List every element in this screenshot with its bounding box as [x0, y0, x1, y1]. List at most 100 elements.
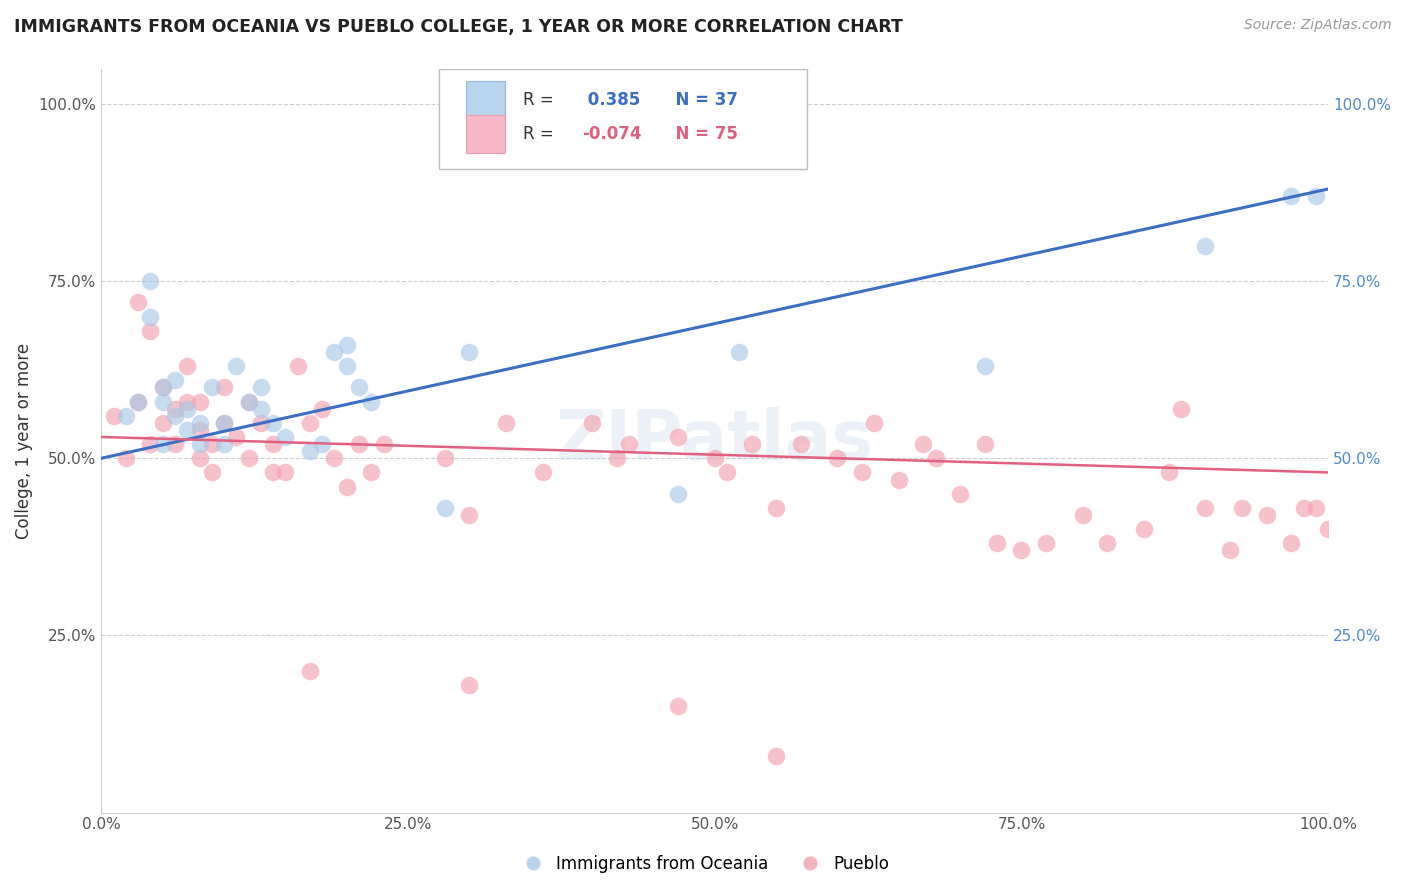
Point: [1010, 543, 1032, 558]
Point: [347, 437, 370, 451]
Point: [274, 430, 297, 444]
Point: [458, 678, 481, 692]
Point: [912, 437, 935, 451]
Point: [163, 409, 186, 423]
Point: [986, 536, 1008, 550]
Legend: Immigrants from Oceania, Pueblo: Immigrants from Oceania, Pueblo: [510, 848, 896, 880]
Point: [238, 451, 260, 466]
Text: R =: R =: [523, 91, 560, 109]
FancyBboxPatch shape: [465, 115, 505, 153]
Point: [176, 359, 198, 373]
Point: [973, 359, 995, 373]
Point: [201, 437, 224, 451]
Point: [1279, 189, 1302, 203]
Text: ZIPatlas: ZIPatlas: [555, 407, 873, 474]
Point: [458, 345, 481, 359]
Text: N = 37: N = 37: [665, 91, 738, 109]
Point: [127, 394, 149, 409]
Point: [1317, 522, 1340, 536]
Point: [765, 748, 787, 763]
Point: [115, 409, 138, 423]
Text: N = 75: N = 75: [665, 125, 738, 143]
Point: [863, 416, 886, 430]
Point: [433, 500, 456, 515]
Point: [103, 409, 125, 423]
Point: [163, 437, 186, 451]
Point: [1194, 238, 1216, 252]
Point: [188, 423, 211, 437]
Point: [188, 437, 211, 451]
Point: [201, 380, 224, 394]
Point: [201, 466, 224, 480]
Point: [262, 416, 284, 430]
Point: [127, 394, 149, 409]
Point: [323, 345, 346, 359]
Point: [360, 394, 382, 409]
Point: [765, 500, 787, 515]
Point: [827, 451, 849, 466]
Point: [212, 416, 235, 430]
Point: [298, 664, 321, 678]
Point: [581, 416, 603, 430]
Point: [238, 394, 260, 409]
Point: [152, 380, 174, 394]
Point: [262, 437, 284, 451]
FancyBboxPatch shape: [465, 81, 505, 119]
Point: [531, 466, 554, 480]
Point: [287, 359, 309, 373]
Point: [176, 394, 198, 409]
Point: [323, 451, 346, 466]
Point: [336, 359, 359, 373]
Point: [716, 466, 738, 480]
Point: [433, 451, 456, 466]
Point: [311, 437, 333, 451]
Point: [336, 338, 359, 352]
Point: [1157, 466, 1180, 480]
Point: [139, 324, 162, 338]
Point: [373, 437, 395, 451]
Point: [152, 380, 174, 394]
Point: [250, 380, 273, 394]
Point: [887, 473, 910, 487]
Point: [152, 394, 174, 409]
Text: 0.385: 0.385: [582, 91, 641, 109]
Point: [188, 451, 211, 466]
Point: [1035, 536, 1057, 550]
Point: [188, 394, 211, 409]
Point: [458, 508, 481, 522]
Point: [360, 466, 382, 480]
Point: [741, 437, 763, 451]
Point: [139, 437, 162, 451]
Point: [666, 486, 689, 500]
Point: [728, 345, 751, 359]
Point: [225, 430, 247, 444]
Point: [115, 451, 138, 466]
Point: [1292, 500, 1315, 515]
Point: [163, 401, 186, 416]
Point: [924, 451, 946, 466]
Point: [152, 437, 174, 451]
Point: [347, 380, 370, 394]
Point: [262, 466, 284, 480]
Point: [1305, 189, 1327, 203]
Point: [617, 437, 640, 451]
Point: [212, 437, 235, 451]
Point: [139, 310, 162, 324]
Point: [949, 486, 972, 500]
Point: [336, 480, 359, 494]
Point: [127, 295, 149, 310]
Point: [139, 274, 162, 288]
Point: [703, 451, 725, 466]
Point: [225, 359, 247, 373]
Point: [250, 401, 273, 416]
Point: [1219, 543, 1241, 558]
Point: [274, 466, 297, 480]
Point: [1232, 500, 1254, 515]
Point: [1097, 536, 1119, 550]
Point: [851, 466, 873, 480]
Point: [152, 416, 174, 430]
Point: [176, 401, 198, 416]
Point: [1133, 522, 1156, 536]
Point: [298, 444, 321, 458]
Point: [163, 373, 186, 387]
